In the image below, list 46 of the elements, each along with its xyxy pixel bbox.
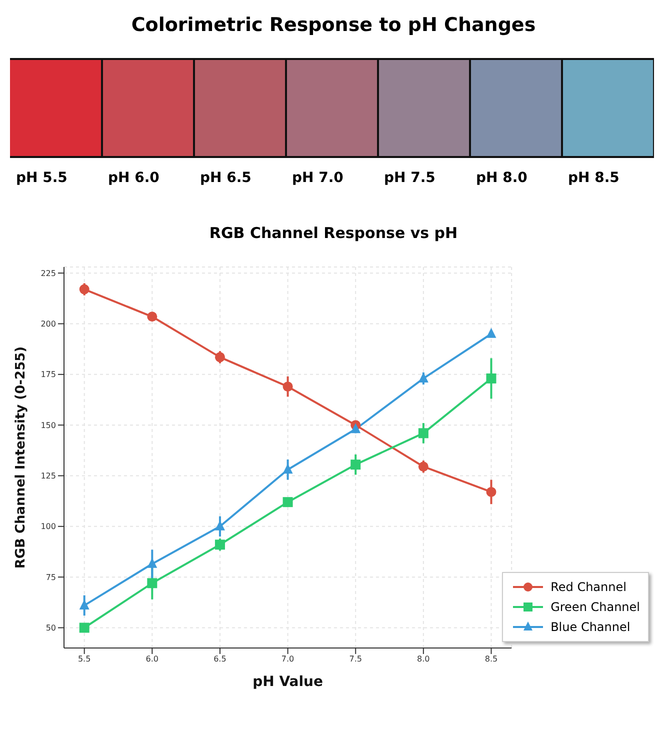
text: Colorimetric Response to pH Changes	[130, 13, 537, 38]
y-tick-label: 125	[40, 472, 56, 481]
category-label: pH 7.0	[291, 170, 344, 186]
y-tick-label: 225	[40, 268, 56, 278]
category-label: pH 8.5	[567, 170, 620, 186]
category-label: pH 5.5	[15, 170, 68, 186]
y-tick-label: 75	[46, 572, 56, 582]
x-tick-label: 8.0	[417, 654, 430, 664]
point	[79, 284, 90, 294]
point	[79, 622, 90, 633]
x-tick-label: 6.5	[214, 654, 226, 664]
point	[214, 352, 225, 362]
point	[282, 382, 293, 392]
y-tick-label: 50	[46, 624, 56, 633]
point	[350, 423, 361, 434]
category-label: pH 7.5	[383, 170, 436, 186]
category-label: pH 6.0	[107, 170, 160, 186]
x-tick-label: 6.0	[146, 654, 159, 664]
legend-label: Red Channel	[550, 580, 626, 594]
point	[486, 486, 496, 497]
legend-label: Green Channel	[550, 600, 640, 614]
point	[282, 464, 293, 474]
y-tick-label: 175	[40, 370, 56, 380]
point	[214, 540, 225, 550]
y-tick-label: 100	[40, 522, 56, 532]
point	[418, 428, 428, 438]
chart-title: RGB Channel Response vs pH	[208, 224, 459, 244]
category-label: pH 8.0	[475, 170, 528, 186]
point	[486, 328, 496, 338]
point	[350, 460, 361, 470]
category-label: pH 6.5	[199, 170, 252, 186]
point	[147, 312, 158, 322]
point	[147, 578, 158, 588]
x-tick-label: 7.0	[281, 654, 294, 664]
y-tick-label: 200	[40, 320, 56, 329]
point	[147, 558, 158, 568]
x-axis-title: pH Value	[252, 674, 323, 690]
x-tick-label: 5.5	[78, 654, 91, 664]
x-tick-label: 7.5	[349, 654, 362, 664]
point	[282, 497, 293, 508]
point	[486, 373, 496, 384]
y-axis-title: RGB Channel Intensity (0-255)	[14, 346, 29, 569]
y-tick-label: 150	[40, 420, 56, 430]
point	[418, 462, 428, 472]
x-tick-label: 8.5	[484, 654, 498, 664]
legend-label: Blue Channel	[550, 620, 630, 634]
